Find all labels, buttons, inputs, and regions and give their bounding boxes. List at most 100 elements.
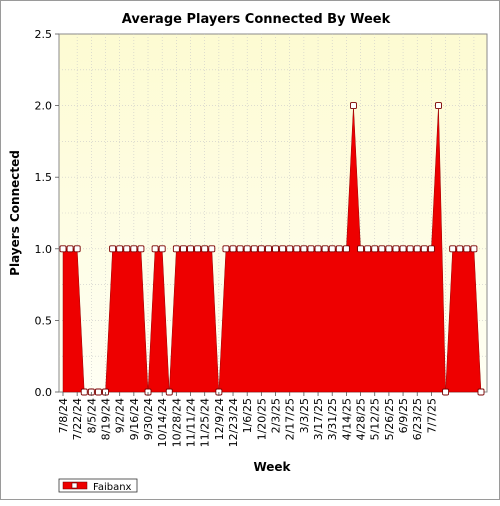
y-axis-label: Players Connected <box>8 150 22 276</box>
data-point <box>477 388 485 396</box>
y-tick-label: 1.0 <box>35 243 53 256</box>
data-point <box>399 245 407 253</box>
data-point <box>314 245 322 253</box>
data-point <box>94 388 102 396</box>
x-tick-label: 6/23/25 <box>411 398 424 440</box>
data-point <box>187 245 194 253</box>
x-tick-label: 5/12/25 <box>369 398 382 440</box>
data-point <box>222 245 230 253</box>
data-point <box>109 245 117 253</box>
data-point <box>449 245 457 253</box>
data-point <box>257 245 265 253</box>
data-point <box>413 245 421 253</box>
x-tick-label: 11/11/24 <box>185 398 198 447</box>
data-point <box>335 245 343 253</box>
x-tick-label: 9/16/24 <box>128 398 141 440</box>
data-point <box>342 245 350 253</box>
x-tick-label: 9/2/24 <box>114 398 127 433</box>
x-tick-label: 4/28/25 <box>355 398 368 440</box>
y-tick-label: 2.0 <box>35 100 53 113</box>
data-point <box>427 245 435 253</box>
x-tick-label: 10/14/24 <box>156 398 169 447</box>
data-point <box>385 245 393 253</box>
x-axis-ticks: 7/8/24 7/22/24 8/5/24 8/19/24 9/2/24 9/16/24 9… <box>57 392 438 447</box>
x-tick-label: 10/28/24 <box>170 398 183 447</box>
data-point <box>307 245 315 253</box>
x-tick-label: 12/9/24 <box>213 398 226 440</box>
data-point <box>201 245 209 253</box>
data-point <box>279 245 287 253</box>
x-axis-label: Week <box>253 460 291 474</box>
data-point <box>179 245 187 253</box>
x-tick-label: 12/23/24 <box>227 398 240 447</box>
data-point <box>165 388 173 396</box>
data-point <box>456 245 464 253</box>
x-tick-label: 6/9/25 <box>397 398 410 433</box>
data-point <box>420 245 428 253</box>
data-point <box>66 245 74 253</box>
legend: Faibanx <box>58 478 138 493</box>
x-tick-label: 9/30/24 <box>142 398 155 440</box>
data-point <box>116 245 124 253</box>
legend-marker <box>71 482 78 489</box>
data-point <box>442 388 450 396</box>
data-point <box>406 245 414 253</box>
data-point <box>272 245 279 253</box>
y-tick-label: 1.5 <box>35 171 53 184</box>
data-point <box>293 245 301 253</box>
data-point <box>321 245 329 253</box>
data-point <box>137 245 145 253</box>
series-points <box>59 102 485 396</box>
data-point <box>236 245 244 253</box>
data-point <box>392 245 400 253</box>
data-point <box>300 245 308 253</box>
data-point <box>470 245 478 253</box>
x-tick-label: 3/3/25 <box>298 398 311 433</box>
data-point <box>350 102 357 110</box>
y-tick-label: 0.0 <box>35 386 53 399</box>
data-point <box>364 245 372 253</box>
x-tick-label: 3/31/25 <box>326 398 339 440</box>
x-tick-label: 2/17/25 <box>284 398 297 440</box>
x-tick-label: 4/14/25 <box>340 398 353 440</box>
x-tick-label: 7/22/24 <box>71 398 84 440</box>
x-tick-label: 1/20/25 <box>255 398 268 440</box>
data-point <box>229 245 237 253</box>
data-point <box>73 245 81 253</box>
y-tick-label: 2.5 <box>35 28 53 41</box>
data-point <box>158 245 166 253</box>
x-tick-label: 1/6/25 <box>241 398 254 433</box>
data-point <box>59 245 67 253</box>
x-tick-label: 8/5/24 <box>85 398 98 433</box>
data-point <box>378 245 386 253</box>
data-point <box>243 245 251 253</box>
data-point <box>357 245 365 253</box>
data-point <box>265 245 272 253</box>
x-tick-label: 7/7/25 <box>425 398 438 433</box>
data-point <box>80 388 88 396</box>
data-point <box>194 245 202 253</box>
data-point <box>250 245 258 253</box>
data-point <box>172 245 180 253</box>
data-point <box>371 245 379 253</box>
x-tick-label: 2/3/25 <box>270 398 283 433</box>
x-tick-label: 8/19/24 <box>100 398 113 440</box>
data-point <box>435 102 442 110</box>
x-tick-label: 3/17/25 <box>312 398 325 440</box>
chart-title: Average Players Connected By Week <box>122 12 391 27</box>
data-point <box>208 245 216 253</box>
x-tick-label: 5/26/25 <box>383 398 396 440</box>
data-point <box>151 245 159 253</box>
data-point <box>286 245 294 253</box>
x-tick-label: 11/25/24 <box>199 398 212 447</box>
data-point <box>328 245 336 253</box>
y-axis-ticks: 0.0 0.5 1.0 1.5 2.0 2.5 <box>35 28 59 399</box>
y-tick-label: 0.5 <box>35 314 53 327</box>
legend-label: Faibanx <box>93 482 132 493</box>
data-point <box>130 245 138 253</box>
data-point <box>123 245 131 253</box>
x-tick-label: 7/8/24 <box>57 398 70 433</box>
data-point <box>463 245 471 253</box>
